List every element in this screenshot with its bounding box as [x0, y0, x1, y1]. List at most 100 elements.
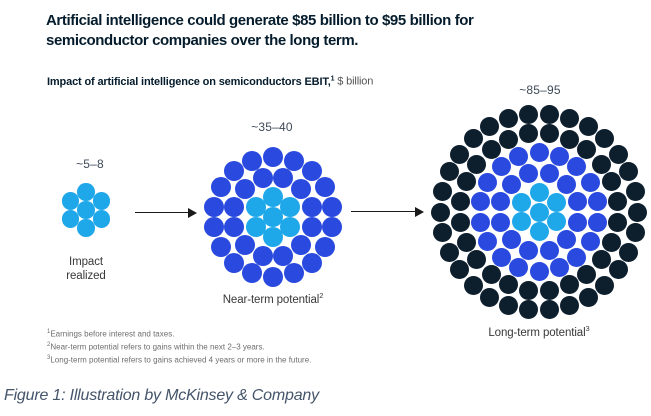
dot — [211, 237, 232, 257]
dot — [291, 235, 312, 256]
dot — [607, 212, 627, 232]
dot — [609, 260, 629, 280]
dot — [280, 197, 301, 217]
dot — [478, 172, 498, 192]
dot — [301, 196, 322, 217]
dot — [580, 172, 600, 192]
dot — [252, 245, 273, 266]
dot — [501, 174, 521, 194]
dot — [539, 240, 559, 260]
chart-subtitle: Impact of artificial intelligence on sem… — [47, 75, 373, 88]
dot — [433, 182, 453, 202]
dot — [595, 275, 615, 295]
value-label-near-term-potential: ~35–40 — [251, 120, 293, 134]
dot — [449, 260, 469, 280]
dot — [301, 252, 322, 273]
dot — [539, 164, 559, 184]
dot — [491, 157, 511, 177]
dot — [501, 230, 521, 250]
dot — [242, 150, 263, 171]
dot — [519, 124, 539, 144]
dot — [529, 222, 549, 242]
dot — [619, 242, 639, 262]
dot — [456, 172, 476, 192]
dot — [567, 247, 587, 267]
dot — [463, 275, 483, 295]
dot — [431, 202, 450, 222]
chart-subtitle-measure: Impact of artificial intelligence on sem… — [47, 75, 335, 88]
dot — [625, 182, 645, 202]
dot — [224, 161, 245, 182]
dot — [463, 129, 483, 149]
dot — [451, 212, 471, 232]
subtitle-footnote-ref: 1 — [330, 75, 335, 82]
dot — [92, 192, 111, 210]
footnote-3-text: Long-term potential refers to gains achi… — [50, 355, 312, 365]
dot — [491, 212, 511, 232]
exhibit-title: Artificial intelligence could generate $… — [46, 12, 474, 49]
dot — [234, 235, 255, 256]
dot — [466, 154, 486, 174]
dot — [595, 129, 615, 149]
dot — [211, 177, 232, 197]
dot — [499, 296, 519, 316]
dot — [77, 183, 95, 201]
dot — [519, 300, 539, 320]
dot — [607, 192, 627, 212]
dot — [559, 275, 579, 295]
footnote-1-text: Earnings before interest and taxes. — [50, 329, 175, 339]
dot — [77, 201, 95, 219]
dot — [322, 196, 343, 217]
dot — [263, 187, 283, 207]
caption-footnote-ref: 2 — [319, 291, 324, 300]
arrow-1-head-icon — [188, 208, 197, 218]
caption-long-term-potential: Long-term potential3 — [488, 324, 590, 339]
figure-caption: Figure 1: Illustration by McKinsey & Com… — [4, 387, 319, 404]
dot — [619, 162, 639, 182]
dot — [557, 174, 577, 194]
dot — [529, 182, 549, 202]
dot — [509, 258, 529, 278]
dot — [519, 240, 539, 260]
dot — [578, 117, 598, 137]
dot — [471, 192, 491, 212]
dot — [224, 217, 245, 238]
dot — [480, 117, 500, 137]
dot — [242, 263, 263, 284]
dot — [549, 258, 569, 278]
dot — [625, 222, 645, 242]
dot — [439, 162, 459, 182]
dot — [519, 164, 539, 184]
dot — [252, 168, 273, 189]
arrow-2-line — [351, 211, 416, 212]
caption-footnote-ref: 3 — [585, 324, 590, 333]
dot — [245, 217, 266, 237]
dot — [283, 150, 304, 171]
dot — [559, 296, 579, 316]
footnote-3-marker: 3 — [47, 355, 51, 362]
dot — [291, 178, 312, 199]
chart-subtitle-measure-text: Impact of artificial intelligence on sem… — [47, 75, 331, 88]
caption-impact-realized: Impact realized — [66, 256, 106, 282]
dot — [519, 280, 539, 300]
dot — [92, 210, 111, 228]
dot — [480, 287, 500, 307]
dot — [609, 144, 629, 164]
dot — [546, 212, 566, 232]
dot — [245, 197, 266, 217]
footnote-2-marker: 2 — [47, 342, 51, 349]
dot — [587, 212, 607, 232]
dot — [471, 212, 491, 232]
dot — [481, 139, 501, 159]
dot — [539, 300, 559, 320]
dot — [567, 212, 587, 232]
dot — [580, 232, 600, 252]
dot — [592, 250, 612, 270]
dot — [567, 192, 587, 212]
dot — [224, 196, 245, 217]
dot — [539, 124, 559, 144]
dot — [77, 219, 95, 237]
dot — [557, 230, 577, 250]
dot — [559, 129, 579, 149]
